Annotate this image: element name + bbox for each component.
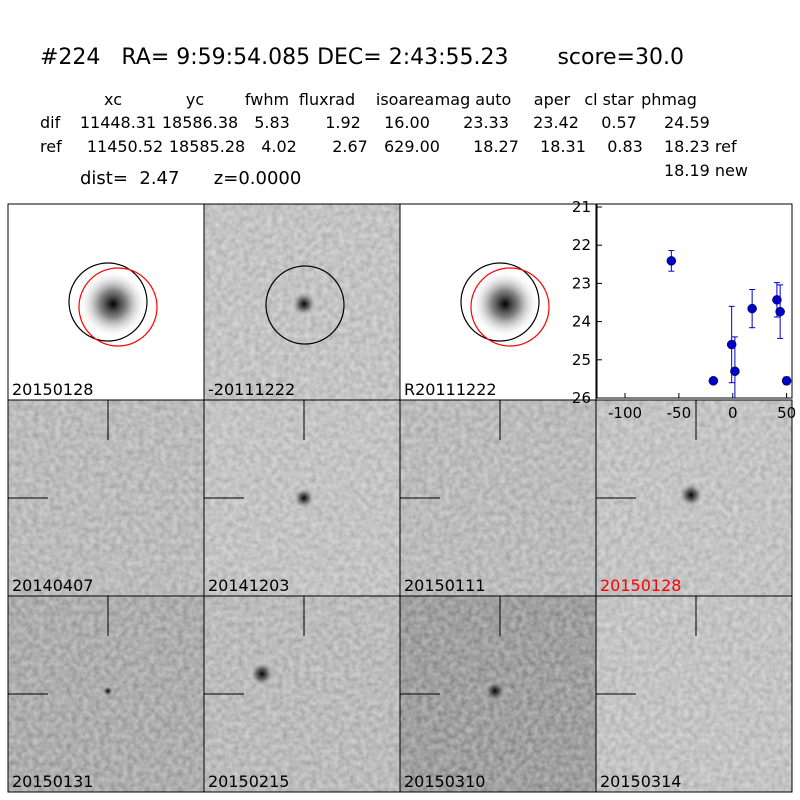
image-panel: 20150131 xyxy=(7,595,205,793)
panel-label: 20150128 xyxy=(600,576,681,595)
table-cell: 18.27 xyxy=(473,137,519,156)
column-header: xc xyxy=(104,90,122,109)
x-tick-label: 0 xyxy=(728,404,738,422)
image-panel: 20150310 xyxy=(399,595,597,793)
table-cell: 18.31 xyxy=(540,137,586,156)
table-cell: 23.42 xyxy=(533,113,579,132)
row-label: dif xyxy=(40,113,61,132)
aperture xyxy=(470,267,550,347)
point xyxy=(775,306,785,317)
aperture xyxy=(68,262,148,342)
panel-label: 20140407 xyxy=(12,576,93,595)
panel-label: 20150310 xyxy=(404,772,485,791)
source-blob xyxy=(79,270,147,338)
table-cell: 2.67 xyxy=(332,137,368,156)
y-tick-label: 26 xyxy=(572,389,591,407)
table-cell: 11450.52 xyxy=(87,137,163,156)
table-cell: 24.59 xyxy=(664,113,710,132)
title: #224 RA= 9:59:54.085 DEC= 2:43:55.23 sco… xyxy=(40,45,684,70)
image-panel: 20150128 xyxy=(7,203,205,401)
table-cell: 5.83 xyxy=(254,113,290,132)
image-panel: 20150128 xyxy=(595,399,793,597)
image-panel: 20140407 xyxy=(7,399,205,597)
column-header: mag auto xyxy=(435,90,512,109)
table-cell: 23.33 xyxy=(463,113,509,132)
y-tick-label: 23 xyxy=(572,274,591,292)
point xyxy=(772,295,782,305)
point xyxy=(781,376,792,386)
column-header: phmag xyxy=(641,90,697,109)
panel-label: 20150215 xyxy=(208,772,289,791)
source-blob xyxy=(248,660,276,688)
image-panel: 20150111 xyxy=(399,399,597,597)
panel-label: 20150314 xyxy=(600,772,681,791)
table-cell: 0.57 xyxy=(601,113,637,132)
point xyxy=(726,339,737,350)
source-blob xyxy=(677,481,705,509)
plot-bg xyxy=(596,203,793,399)
panel-label: 20141203 xyxy=(208,576,289,595)
table-cell: 18585.28 xyxy=(169,137,245,156)
column-header: isoarea xyxy=(376,90,434,109)
image-panel: -20111222 xyxy=(203,203,401,401)
x-tick-label: -50 xyxy=(667,404,692,422)
column-header: fluxrad xyxy=(299,90,355,109)
table-cell: 1.92 xyxy=(325,113,361,132)
image-panel: R20111222 xyxy=(399,203,597,401)
column-header: yc xyxy=(186,90,204,109)
y-tick-label: 24 xyxy=(572,313,591,331)
source-blob xyxy=(483,679,507,703)
table-cell: 629.00 xyxy=(384,137,440,156)
panel-label: 20150111 xyxy=(404,576,485,595)
aperture xyxy=(460,262,540,342)
point xyxy=(666,256,677,266)
table-cell: 11448.31 xyxy=(80,113,156,132)
image-panel: 20141203 xyxy=(203,399,401,597)
column-header: aper xyxy=(534,90,571,109)
x-tick-label: 50 xyxy=(777,404,796,422)
source-blob xyxy=(102,685,114,697)
aperture xyxy=(265,265,345,345)
table-note: 18.19 new xyxy=(664,161,748,180)
table-cell: 18.23 ref xyxy=(664,137,737,156)
table-cell: 18586.38 xyxy=(162,113,238,132)
panel-label: -20111222 xyxy=(208,380,295,399)
point xyxy=(747,303,757,314)
row-label: ref xyxy=(40,137,62,156)
image-panel: 20150215 xyxy=(203,595,401,793)
source-blob xyxy=(471,270,539,338)
table-cell: 0.83 xyxy=(607,137,643,156)
source-blob xyxy=(292,486,316,510)
point xyxy=(730,366,740,377)
panel-label: R20111222 xyxy=(404,380,497,399)
panel-border xyxy=(595,595,793,793)
aperture xyxy=(78,267,158,347)
y-tick-label: 22 xyxy=(572,236,591,254)
panel-label: 20150131 xyxy=(12,772,93,791)
image-panel: 20150314 xyxy=(595,595,793,793)
point xyxy=(708,376,719,386)
column-header: fwhm xyxy=(245,90,289,109)
y-tick-label: 25 xyxy=(572,351,591,369)
summary: dist= 2.47 z=0.0000 xyxy=(80,168,301,189)
plot-area xyxy=(666,250,792,398)
y-tick-label: 21 xyxy=(572,198,591,216)
table-cell: 16.00 xyxy=(384,113,430,132)
source-blob xyxy=(290,290,318,318)
panel-label: 20150128 xyxy=(12,380,93,399)
table-cell: 4.02 xyxy=(261,137,297,156)
x-tick-label: -100 xyxy=(608,404,642,422)
column-header: cl star xyxy=(584,90,634,109)
